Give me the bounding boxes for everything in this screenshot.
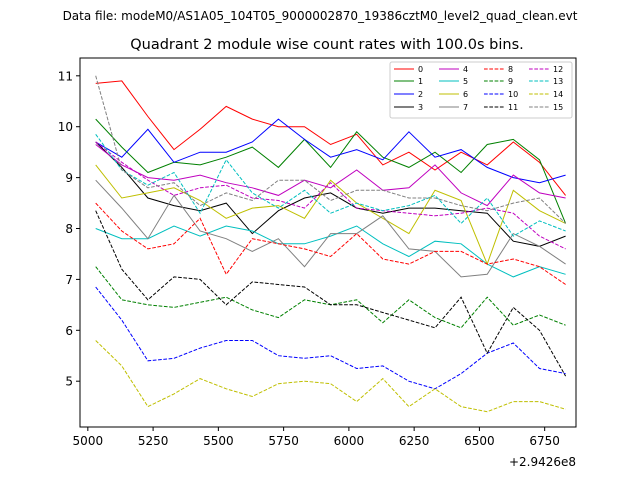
legend-label-2: 2 — [418, 90, 423, 99]
series-line-2 — [95, 118, 566, 184]
legend-label-0: 0 — [418, 65, 423, 74]
series-line-14 — [95, 340, 566, 413]
x-tick-label: 6500 — [464, 434, 495, 448]
series-line-8 — [95, 202, 566, 285]
legend-label-7: 7 — [463, 103, 468, 112]
legend-label-15: 15 — [553, 103, 563, 112]
x-tick-label: 6250 — [399, 434, 430, 448]
y-tick-label: 8 — [65, 222, 73, 236]
y-tick-label: 11 — [58, 69, 73, 83]
legend-label-3: 3 — [418, 103, 423, 112]
legend-label-14: 14 — [553, 90, 563, 99]
legend-frame — [389, 61, 573, 119]
x-tick-label: 6750 — [529, 434, 560, 448]
legend-label-6: 6 — [463, 90, 468, 99]
series-line-11 — [95, 210, 567, 377]
y-axis: 5 6 7 8 9 10 11 — [58, 69, 80, 389]
y-tick-label: 9 — [65, 171, 73, 185]
y-tick-label: 7 — [65, 273, 73, 287]
legend-label-9: 9 — [508, 77, 513, 86]
x-tick-label: 5000 — [73, 434, 104, 448]
x-tick-label: 6000 — [334, 434, 365, 448]
x-axis: 5000 5250 5500 5750 6000 6250 6500 6750 — [73, 427, 560, 448]
legend-label-13: 13 — [553, 77, 563, 86]
legend-label-11: 11 — [508, 103, 518, 112]
y-tick-label: 6 — [65, 324, 73, 338]
series-line-15 — [95, 75, 566, 224]
series-line-7 — [95, 179, 566, 278]
figure-suptitle: Data file: modeM0/AS1A05_104T05_90000028… — [63, 9, 578, 23]
series-line-12 — [95, 141, 566, 250]
x-tick-label: 5250 — [138, 434, 169, 448]
legend-label-12: 12 — [553, 65, 563, 74]
x-tick-label: 5500 — [203, 434, 234, 448]
legend-label-1: 1 — [418, 77, 423, 86]
x-tick-label: 5750 — [268, 434, 299, 448]
legend-label-4: 4 — [463, 65, 468, 74]
plot-frame — [79, 57, 577, 428]
legend-label-8: 8 — [508, 65, 513, 74]
chart-title: Quadrant 2 module wise count rates with … — [130, 37, 524, 53]
x-offset-label: +2.9426e8 — [509, 455, 576, 469]
legend-label-5: 5 — [463, 77, 468, 86]
series-line-13 — [95, 134, 566, 237]
series-line-3 — [95, 141, 566, 247]
y-tick-label: 10 — [58, 120, 73, 134]
series-line-4 — [95, 144, 566, 207]
y-tick-label: 5 — [65, 375, 73, 389]
plot-lines — [95, 75, 567, 413]
legend-label-10: 10 — [508, 90, 518, 99]
series-line-0 — [95, 80, 566, 196]
